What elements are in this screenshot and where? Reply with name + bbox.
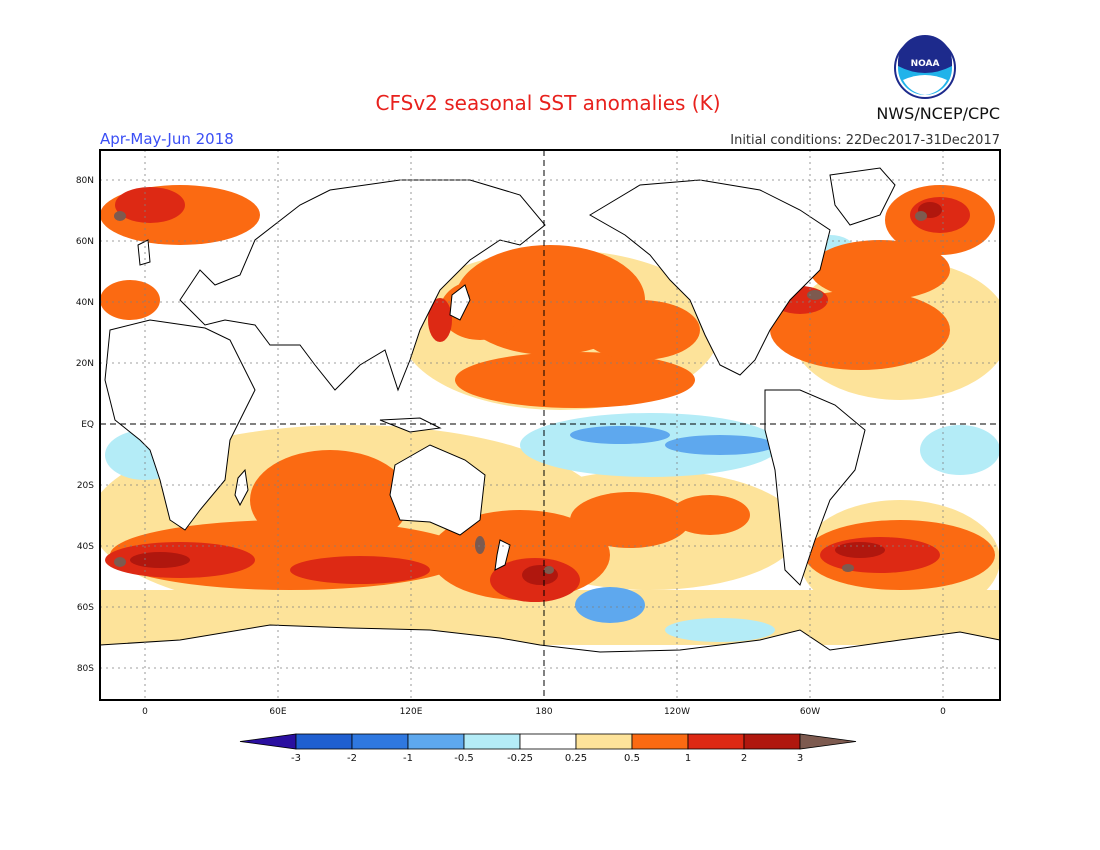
noaa-logo-text: NOAA [911, 59, 940, 69]
legend-tick-label: -2 [347, 753, 357, 764]
anomaly-fill [100, 150, 1000, 700]
legend-tick-label: -3 [291, 753, 301, 764]
continents [100, 167, 1000, 700]
legend-tick-label: -1 [403, 753, 413, 764]
legend-tick-label: 1 [685, 753, 691, 764]
lon-label-60w: 60W [800, 707, 820, 717]
legend-swatch [743, 733, 801, 750]
lat-label-80s: 80S [77, 664, 94, 674]
legend-swatch-max [799, 733, 857, 750]
legend-tick-label: 0.5 [624, 753, 640, 764]
map-frame [99, 149, 1001, 701]
legend-swatch [519, 733, 577, 750]
legend-swatch [295, 733, 353, 750]
lat-label-60s: 60S [77, 603, 94, 613]
legend-swatch-min [239, 733, 297, 750]
legend-swatch [575, 733, 633, 750]
legend-tick-label: -0.5 [454, 753, 474, 764]
chart-title: CFSv2 seasonal SST anomalies (K) [376, 91, 721, 115]
gridlines [100, 150, 1000, 700]
lat-label-40s: 40S [77, 542, 94, 552]
lon-label-120e: 120E [400, 707, 423, 717]
lon-label-120w: 120W [664, 707, 690, 717]
lon-label-0-west: 0 [142, 707, 148, 717]
legend-swatch [407, 733, 465, 750]
initial-conditions: Initial conditions: 22Dec2017-31Dec2017 [730, 133, 1000, 148]
color-legend: -3 -2 -1 -0.5 -0.25 0.25 0.5 1 2 3 [239, 733, 857, 764]
legend-tick-label: 2 [741, 753, 747, 764]
legend-tick-label: 0.25 [565, 753, 587, 764]
lon-label-180: 180 [535, 707, 552, 717]
map-panel: 80N 60N 40N 20N EQ 20S 40S 60S 80S 0 60E… [76, 149, 1001, 717]
lat-label-40n: 40N [76, 298, 94, 308]
lat-label-80n: 80N [76, 176, 94, 186]
noaa-logo: NOAA [894, 35, 956, 99]
legend-swatch [687, 733, 745, 750]
legend-swatch [351, 733, 409, 750]
lon-label-60e: 60E [269, 707, 286, 717]
lat-label-60n: 60N [76, 237, 94, 247]
lat-label-20n: 20N [76, 359, 94, 369]
lon-label-0-east: 0 [940, 707, 946, 717]
agency-label: NWS/NCEP/CPC [876, 104, 1000, 123]
legend-swatch [631, 733, 689, 750]
forecast-period: Apr-May-Jun 2018 [100, 130, 234, 148]
lat-label-20s: 20S [77, 481, 94, 491]
legend-tick-label: 3 [797, 753, 803, 764]
legend-swatch [463, 733, 521, 750]
lat-label-eq: EQ [81, 420, 94, 430]
reference-lines [100, 150, 1000, 700]
legend-tick-label: -0.25 [507, 753, 533, 764]
